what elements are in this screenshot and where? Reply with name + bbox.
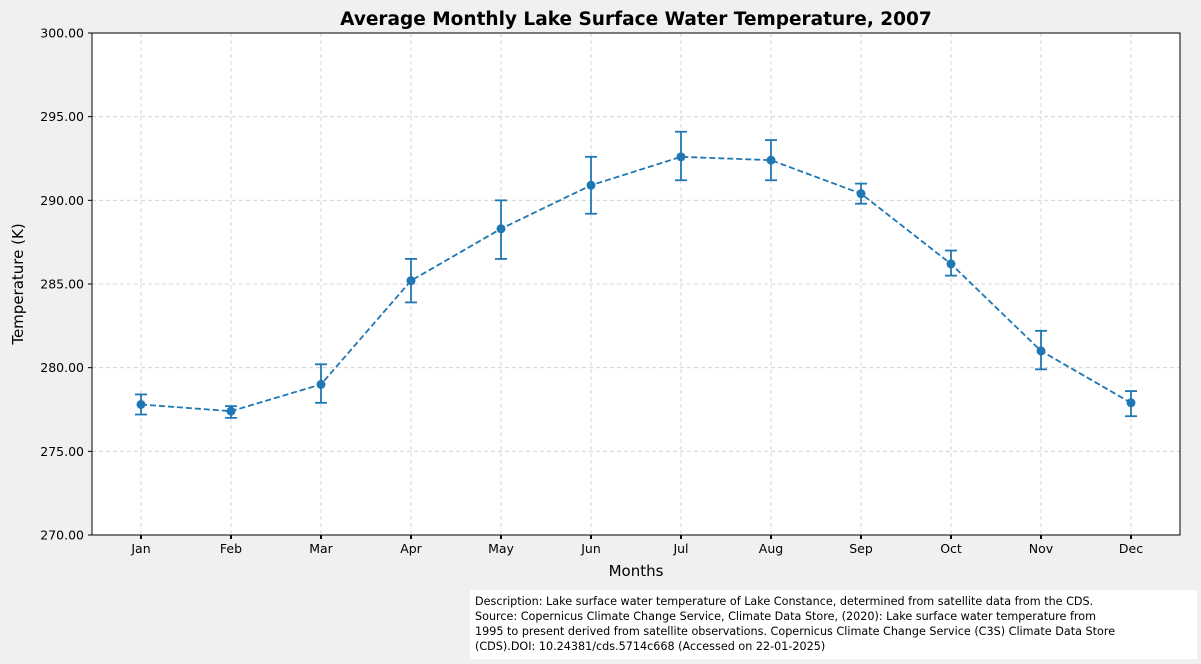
description-line: Description: Lake surface water temperat… <box>475 595 1094 608</box>
x-tick-label: Jan <box>130 541 150 556</box>
data-point <box>316 379 326 389</box>
y-tick-label: 275.00 <box>40 444 84 459</box>
x-tick-label: Sep <box>849 541 873 556</box>
y-tick-label: 285.00 <box>40 277 84 292</box>
data-point <box>1126 398 1136 408</box>
x-tick-label: Jun <box>580 541 601 556</box>
axes: 270.00 275.00 280.00 285.00 290.00 295.00 300.… <box>40 26 1143 557</box>
y-tick-label: 270.00 <box>40 528 84 543</box>
x-tick-label: Feb <box>220 541 242 556</box>
y-axis-label: Temperature (K) <box>9 223 27 345</box>
description-line: 1995 to present derived from satellite o… <box>475 625 1116 638</box>
x-tick-label: May <box>488 541 514 556</box>
x-tick-label: Aug <box>759 541 783 556</box>
data-point <box>496 224 506 234</box>
data-point <box>946 259 956 269</box>
chart-title: Average Monthly Lake Surface Water Tempe… <box>340 9 932 30</box>
description-line: (CDS).DOI: 10.24381/cds.5714c668 (Access… <box>475 640 826 653</box>
data-point <box>676 152 686 162</box>
x-axis-label: Months <box>609 562 664 580</box>
data-point <box>1036 346 1046 356</box>
x-tick-label: Apr <box>400 541 422 556</box>
data-point <box>226 406 236 416</box>
x-tick-label: Dec <box>1119 541 1143 556</box>
data-point <box>856 189 866 199</box>
y-tick-label: 280.00 <box>40 360 84 375</box>
x-tick-label: Jul <box>672 541 688 556</box>
series-line <box>140 155 1132 413</box>
series-temperature <box>135 130 1137 419</box>
data-point <box>766 155 776 165</box>
data-point <box>586 180 596 190</box>
y-tick-label: 290.00 <box>40 193 84 208</box>
x-tick-label: Mar <box>309 541 333 556</box>
x-tick-label: Nov <box>1029 541 1054 556</box>
y-tick-label: 300.00 <box>40 26 84 41</box>
data-point <box>406 276 416 286</box>
data-point <box>136 399 146 409</box>
y-tick-label: 295.00 <box>40 109 84 124</box>
description-line: Source: Copernicus Climate Change Servic… <box>475 610 1097 623</box>
x-tick-label: Oct <box>940 541 962 556</box>
description-box: Description: Lake surface water temperat… <box>470 590 1197 659</box>
